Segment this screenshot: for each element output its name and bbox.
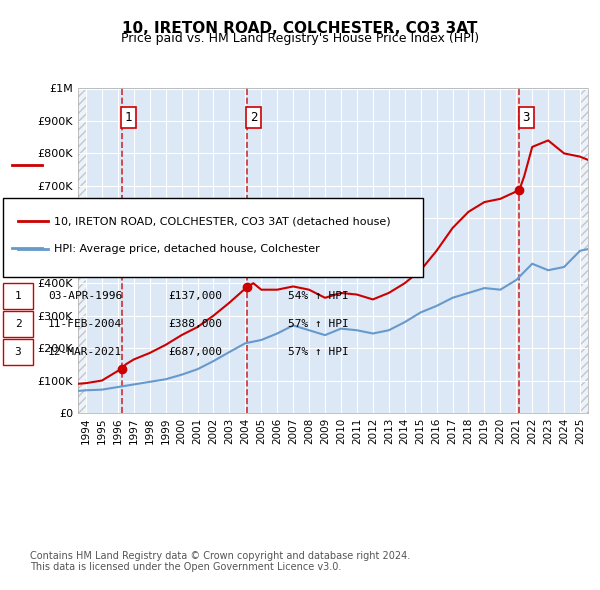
Bar <box>78 88 86 413</box>
Text: 57% ↑ HPI: 57% ↑ HPI <box>288 319 349 329</box>
Text: 10, IRETON ROAD, COLCHESTER, CO3 3AT: 10, IRETON ROAD, COLCHESTER, CO3 3AT <box>122 21 478 35</box>
Text: 3: 3 <box>523 111 530 124</box>
Text: 3: 3 <box>14 348 22 357</box>
Text: 10, IRETON ROAD, COLCHESTER, CO3 3AT (detached house): 10, IRETON ROAD, COLCHESTER, CO3 3AT (de… <box>54 217 391 226</box>
Text: 11-FEB-2004: 11-FEB-2004 <box>48 319 122 329</box>
Text: 1: 1 <box>14 291 22 300</box>
Text: £137,000: £137,000 <box>168 291 222 300</box>
Text: 1: 1 <box>125 111 133 124</box>
Text: 03-APR-1996: 03-APR-1996 <box>48 291 122 300</box>
Text: £388,000: £388,000 <box>168 319 222 329</box>
Text: 2: 2 <box>250 111 257 124</box>
Text: 54% ↑ HPI: 54% ↑ HPI <box>288 291 349 300</box>
Text: 57% ↑ HPI: 57% ↑ HPI <box>288 348 349 357</box>
Text: 12-MAR-2021: 12-MAR-2021 <box>48 348 122 357</box>
Text: 2: 2 <box>14 319 22 329</box>
Text: £687,000: £687,000 <box>168 348 222 357</box>
Text: Contains HM Land Registry data © Crown copyright and database right 2024.
This d: Contains HM Land Registry data © Crown c… <box>30 550 410 572</box>
Text: HPI: Average price, detached house, Colchester: HPI: Average price, detached house, Colc… <box>54 244 320 254</box>
Bar <box>580 88 588 413</box>
Text: Price paid vs. HM Land Registry's House Price Index (HPI): Price paid vs. HM Land Registry's House … <box>121 32 479 45</box>
